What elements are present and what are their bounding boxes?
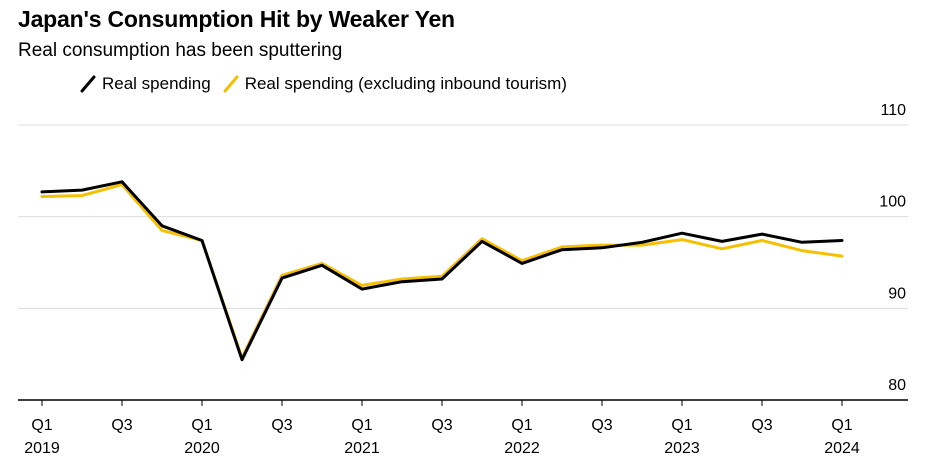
y-tick-label-90: 90 [888, 285, 906, 302]
x-tick-label-year-6: 2022 [504, 440, 540, 457]
x-tick-label-quarter-4: Q1 [351, 417, 372, 434]
x-tick-label-year-8: 2023 [664, 440, 700, 457]
legend-label-real-spending: Real spending [102, 74, 211, 93]
x-tick-label-quarter-5: Q3 [431, 417, 452, 434]
x-tick-label-quarter-1: Q3 [111, 417, 132, 434]
x-tick-label-quarter-9: Q3 [751, 417, 772, 434]
x-tick-label-quarter-6: Q1 [511, 417, 532, 434]
x-tick-label-year-10: 2024 [824, 440, 860, 457]
y-tick-label-110: 110 [880, 102, 906, 119]
y-tick-label-100: 100 [879, 194, 906, 211]
x-tick-label-year-2: 2020 [184, 440, 220, 457]
legend-item-excluding-tourism: Real spending (excluding inbound tourism… [223, 74, 567, 94]
x-tick-label-quarter-2: Q1 [191, 417, 212, 434]
x-tick-label-quarter-7: Q3 [591, 417, 612, 434]
y-tick-label-80: 80 [888, 377, 906, 394]
x-tick-label-quarter-10: Q1 [831, 417, 852, 434]
legend-item-real-spending: Real spending [80, 74, 211, 94]
series-line-excluding-tourism [40, 183, 844, 360]
legend-swatch-excluding-tourism [223, 75, 239, 93]
legend-label-excluding-tourism: Real spending (excluding inbound tourism… [244, 74, 567, 93]
chart-subtitle: Real consumption has been sputtering [18, 40, 343, 61]
chart-title: Japan's Consumption Hit by Weaker Yen [18, 6, 455, 32]
x-tick-label-quarter-3: Q3 [271, 417, 292, 434]
series-line-real-spending [40, 180, 844, 362]
x-tick-label-quarter-0: Q1 [31, 417, 52, 434]
x-tick-label-year-4: 2021 [344, 440, 380, 457]
legend-swatch-real-spending [80, 75, 96, 93]
legend: Real spending Real spending (excluding i… [80, 74, 579, 94]
x-tick-label-quarter-8: Q1 [671, 417, 692, 434]
x-tick-label-year-0: 2019 [24, 440, 60, 457]
